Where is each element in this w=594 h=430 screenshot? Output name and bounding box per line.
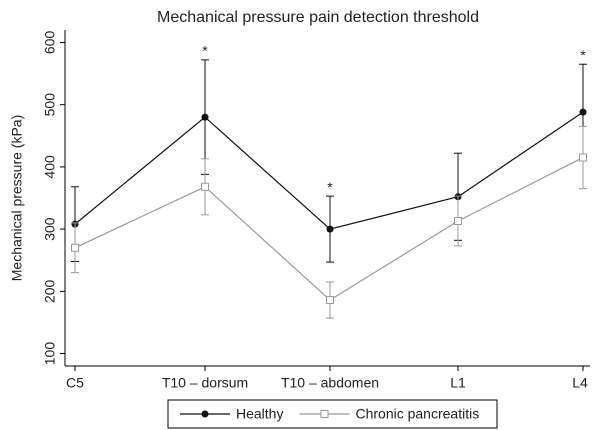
y-tick-label: 600 [42, 31, 58, 55]
point [326, 296, 334, 305]
y-tick-label: 200 [42, 279, 58, 303]
x-tick-label: L1 [450, 375, 466, 391]
y-tick-label: 100 [42, 342, 58, 366]
y-tick-label: 300 [42, 217, 58, 241]
point [71, 243, 79, 252]
x-tick-label: T10 – dorsum [162, 375, 248, 391]
legend-label: Healthy [236, 406, 283, 422]
x-tick-label: T10 – abdomen [281, 375, 379, 391]
y-tick-label: 400 [42, 155, 58, 179]
point [454, 217, 462, 226]
legend-label: Chronic pancreatitis [355, 406, 479, 422]
annotation: * [580, 47, 586, 63]
point [201, 113, 209, 121]
chart-title: Mechanical pressure pain detection thres… [157, 9, 479, 26]
legend-marker [201, 410, 209, 418]
point [579, 108, 587, 116]
x-tick-label: C5 [66, 375, 84, 391]
y-tick-label: 500 [42, 93, 58, 117]
point [579, 153, 587, 162]
point [201, 182, 209, 191]
annotation: * [202, 43, 208, 59]
point [326, 225, 334, 233]
x-tick-label: L4 [572, 375, 588, 391]
legend-marker [320, 410, 329, 418]
annotation: * [327, 179, 333, 195]
y-axis-label: Mechanical pressure (kPa) [9, 115, 25, 282]
